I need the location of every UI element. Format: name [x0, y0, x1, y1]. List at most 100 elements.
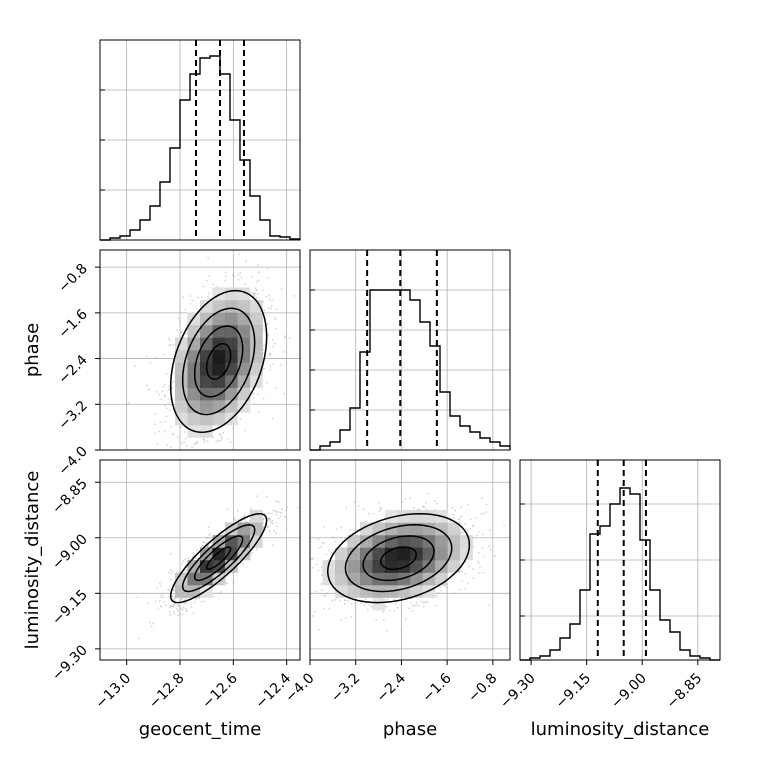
scatter-point: [472, 576, 475, 579]
scatter-point: [252, 396, 255, 399]
density-cell: [397, 510, 411, 523]
scatter-point: [232, 582, 235, 584]
scatter-point: [226, 508, 229, 511]
scatter-point: [162, 353, 165, 356]
scatter-point: [234, 519, 237, 522]
scatter-point: [426, 493, 429, 495]
scatter-point: [466, 528, 469, 530]
scatter-point: [279, 515, 282, 518]
density-cell: [187, 325, 201, 338]
scatter-point: [460, 570, 463, 573]
scatter-point: [233, 274, 235, 277]
scatter-point: [404, 618, 407, 620]
scatter-point: [285, 509, 288, 511]
scatter-point: [215, 440, 218, 443]
scatter-point: [167, 337, 170, 340]
scatter-point: [157, 608, 160, 611]
scatter-point: [377, 501, 380, 504]
density-cell: [372, 597, 386, 611]
scatter-point: [282, 351, 285, 353]
density-cell: [187, 585, 201, 598]
joint-panel-geocent_time-phase: [99, 249, 301, 456]
scatter-point: [156, 442, 159, 445]
scatter-point: [240, 276, 243, 278]
scatter-point: [253, 294, 256, 297]
density-cell: [422, 522, 436, 536]
scatter-point: [269, 307, 272, 310]
scatter-point: [488, 529, 491, 532]
x-tick-label: −9.30: [497, 670, 539, 712]
scatter-point: [170, 604, 172, 607]
scatter-point: [257, 271, 260, 274]
scatter-point: [280, 288, 283, 290]
scatter-point: [207, 536, 210, 539]
scatter-point: [326, 592, 329, 595]
scatter-point: [176, 608, 178, 610]
scatter-point: [272, 338, 274, 341]
scatter-point: [313, 610, 316, 613]
scatter-point: [197, 296, 199, 299]
scatter-point: [172, 433, 174, 435]
density-cell: [225, 535, 238, 548]
scatter-point: [210, 451, 212, 453]
x-axis-label-geocent_time: geocent_time: [139, 719, 262, 740]
scatter-point: [219, 433, 222, 436]
scatter-point: [172, 603, 175, 606]
density-cell: [225, 547, 238, 561]
density-contour: [326, 512, 471, 604]
scatter-point: [364, 520, 367, 523]
density-cell: [200, 412, 213, 426]
scatter-point: [170, 552, 173, 555]
scatter-point: [394, 602, 397, 605]
histogram-panel-luminosity_distance: [519, 459, 721, 661]
scatter-point: [283, 392, 285, 395]
scatter-point: [263, 344, 265, 347]
scatter-point: [170, 572, 173, 575]
scatter-point: [349, 529, 352, 532]
panel-frame: [99, 249, 301, 451]
scatter-point: [267, 525, 270, 528]
panel-frame: [309, 249, 511, 451]
scatter-point: [145, 384, 148, 387]
scatter-point: [460, 531, 463, 534]
scatter-point: [269, 519, 271, 522]
scatter-point: [257, 393, 259, 396]
scatter-point: [472, 545, 475, 548]
scatter-point: [422, 601, 425, 604]
scatter-point: [254, 287, 257, 290]
scatter-point: [169, 614, 172, 617]
scatter-point: [437, 591, 440, 594]
scatter-point: [249, 507, 252, 510]
density-cell: [237, 350, 251, 363]
density-cell: [447, 535, 461, 548]
density-cell: [237, 337, 251, 351]
histogram-step-luminosity_distance: [520, 487, 720, 661]
scatter-point: [485, 503, 488, 506]
density-cell: [410, 510, 423, 523]
scatter-point: [147, 602, 149, 605]
scatter-point: [168, 409, 171, 412]
scatter-point: [171, 595, 174, 598]
scatter-point: [152, 622, 154, 625]
scatter-point: [415, 601, 418, 604]
scatter-point: [250, 551, 253, 554]
scatter-point: [400, 628, 403, 631]
scatter-point: [320, 566, 323, 569]
scatter-point: [411, 610, 414, 612]
scatter-point: [467, 529, 469, 532]
scatter-point: [368, 603, 371, 606]
scatter-point: [150, 454, 152, 456]
scatter-point: [172, 343, 175, 346]
density-cell: [212, 560, 226, 573]
density-cell: [335, 585, 348, 598]
y-tick-label: −9.30: [49, 642, 91, 684]
scatter-point: [335, 528, 338, 531]
density-contour: [193, 325, 244, 398]
scatter-point: [413, 507, 415, 510]
scatter-point: [220, 591, 222, 594]
scatter-point: [386, 598, 388, 601]
density-cell: [360, 572, 373, 586]
scatter-point: [163, 383, 166, 386]
scatter-point: [209, 533, 212, 535]
density-cell: [372, 547, 386, 561]
